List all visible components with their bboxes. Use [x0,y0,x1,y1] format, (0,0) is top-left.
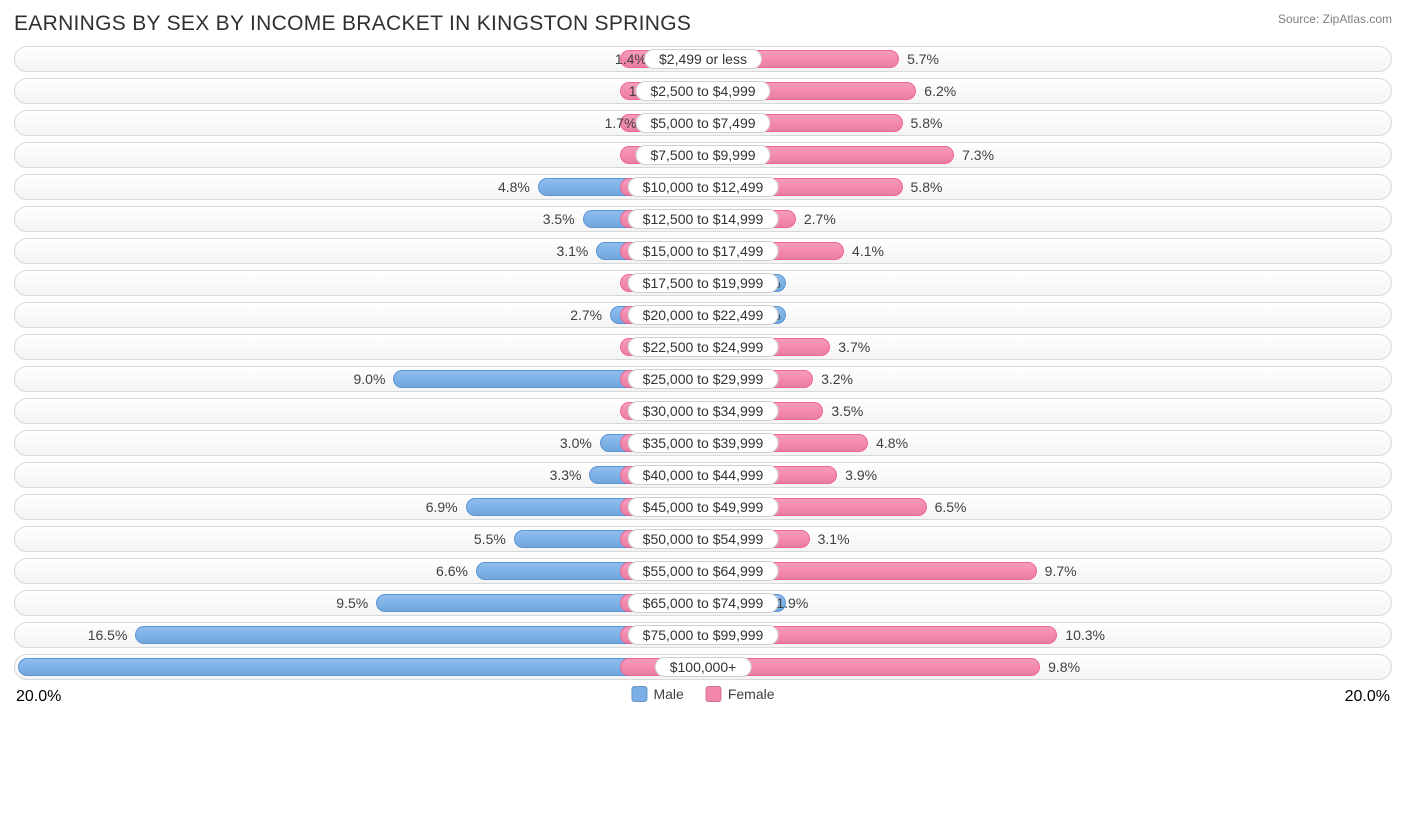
category-label: $2,499 or less [644,49,762,69]
legend-female-label: Female [728,686,775,702]
female-value-label: 1.9% [776,595,808,611]
male-value-label: 3.3% [550,467,582,483]
category-label: $45,000 to $49,999 [628,497,779,517]
female-value-label: 9.8% [1048,659,1080,675]
table-row: $100,000+19.9%9.8% [14,654,1392,680]
axis-right-label: 20.0% [1345,688,1390,706]
male-value-label: 5.5% [474,531,506,547]
male-value-label: 6.6% [436,563,468,579]
chart-header: EARNINGS BY SEX BY INCOME BRACKET IN KIN… [14,12,1392,36]
category-label: $65,000 to $74,999 [628,593,779,613]
table-row: $22,500 to $24,9990.39%3.7% [14,334,1392,360]
category-label: $22,500 to $24,999 [628,337,779,357]
female-value-label: 3.7% [838,339,870,355]
category-label: $75,000 to $99,999 [628,625,779,645]
male-value-label: 3.0% [560,435,592,451]
female-value-label: 5.8% [911,115,943,131]
male-value-label: 2.7% [570,307,602,323]
legend-item-female: Female [706,686,775,702]
chart-title: EARNINGS BY SEX BY INCOME BRACKET IN KIN… [14,12,691,36]
category-label: $2,500 to $4,999 [635,81,770,101]
male-swatch-icon [631,686,647,702]
table-row: $35,000 to $39,999 3.0% 4.8% [14,430,1392,456]
table-row: $15,000 to $17,499 3.1% 4.1% [14,238,1392,264]
category-label: $12,500 to $14,999 [628,209,779,229]
female-value-label: 9.7% [1045,563,1077,579]
category-label: $55,000 to $64,999 [628,561,779,581]
table-row: $2,499 or less1.4% 5.7% [14,46,1392,72]
male-value-label: 1.7% [605,115,637,131]
category-label: $40,000 to $44,999 [628,465,779,485]
legend: Male Female [631,686,774,702]
table-row: $25,000 to $29,999 9.0% 3.2% [14,366,1392,392]
female-value-label: 3.9% [845,467,877,483]
female-value-label: 3.2% [821,371,853,387]
male-value-label: 1.4% [615,51,647,67]
table-row: $5,000 to $7,4991.7% 5.8% [14,110,1392,136]
table-row: $40,000 to $44,999 3.3% 3.9% [14,462,1392,488]
male-value-label: 3.5% [543,211,575,227]
female-value-label: 3.1% [818,531,850,547]
female-value-label: 4.8% [876,435,908,451]
category-label: $50,000 to $54,999 [628,529,779,549]
female-value-label: 5.7% [907,51,939,67]
male-value-label: 16.5% [88,627,128,643]
female-value-label: 5.8% [911,179,943,195]
chart-source: Source: ZipAtlas.com [1278,12,1392,26]
chart-footer: 20.0% Male Female 20.0% [14,686,1392,708]
table-row: $12,500 to $14,999 3.5% 2.7% [14,206,1392,232]
table-row: $30,000 to $34,9990.65%3.5% [14,398,1392,424]
female-value-label: 6.5% [935,499,967,515]
male-value-label: 9.5% [336,595,368,611]
category-label: $7,500 to $9,999 [635,145,770,165]
male-value-label: 6.9% [426,499,458,515]
male-value-label: 3.1% [556,243,588,259]
female-value-label: 2.7% [804,211,836,227]
female-value-label: 10.3% [1065,627,1105,643]
table-row: $2,500 to $4,9991.0%6.2% [14,78,1392,104]
table-row: $20,000 to $22,4992.7%1.1% [14,302,1392,328]
female-swatch-icon [706,686,722,702]
female-value-label: 3.5% [831,403,863,419]
legend-male-label: Male [653,686,683,702]
category-label: $15,000 to $17,499 [628,241,779,261]
table-row: $17,500 to $19,9990.52%1.1% [14,270,1392,296]
category-label: $25,000 to $29,999 [628,369,779,389]
table-row: $55,000 to $64,999 6.6% 9.7% [14,558,1392,584]
male-value-label: 9.0% [353,371,385,387]
chart-rows: $2,499 or less1.4%5.7%$2,500 to $4,9991.… [14,46,1392,680]
category-label: $20,000 to $22,499 [628,305,779,325]
table-row: $45,000 to $49,999 6.9% 6.5% [14,494,1392,520]
category-label: $30,000 to $34,999 [628,401,779,421]
table-row: $75,000 to $99,999 16.5% 10.3% [14,622,1392,648]
table-row: $10,000 to $12,499 4.8% 5.8% [14,174,1392,200]
category-label: $100,000+ [655,657,752,677]
table-row: $7,500 to $9,9990.0%7.3% [14,142,1392,168]
category-label: $17,500 to $19,999 [628,273,779,293]
male-value-label: 4.8% [498,179,530,195]
female-value-label: 4.1% [852,243,884,259]
axis-left-label: 20.0% [16,688,61,706]
table-row: $65,000 to $74,999 9.5% 1.9% [14,590,1392,616]
legend-item-male: Male [631,686,683,702]
female-value-label: 7.3% [962,147,994,163]
category-label: $5,000 to $7,499 [635,113,770,133]
table-row: $50,000 to $54,999 5.5% 3.1% [14,526,1392,552]
female-value-label: 6.2% [924,83,956,99]
category-label: $10,000 to $12,499 [628,177,779,197]
category-label: $35,000 to $39,999 [628,433,779,453]
